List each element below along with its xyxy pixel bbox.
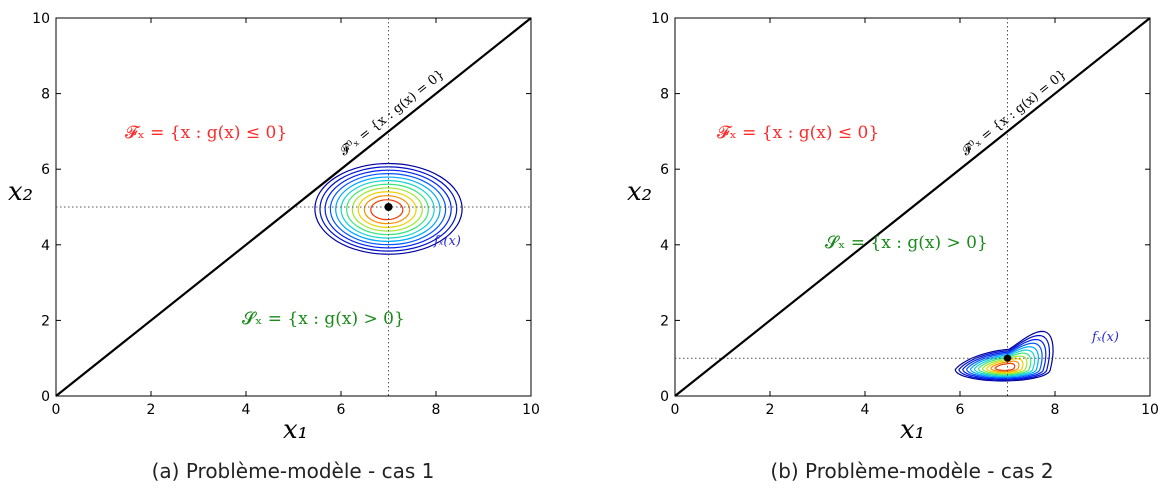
y-tick-label: 10 (32, 11, 50, 27)
contour-line (351, 187, 423, 232)
y-axis-label: x₂ (8, 177, 33, 207)
x-tick-label: 8 (432, 402, 441, 418)
caption: (b) Problème-modèle - cas 2 (770, 459, 1053, 483)
contour-line (977, 352, 1032, 376)
contour-line (370, 199, 404, 221)
limit-state-line (55, 17, 532, 397)
x-tick-label: 0 (52, 402, 61, 418)
contour-line (363, 195, 411, 225)
x-tick-label: 0 (671, 402, 680, 418)
failure-region-label: 𝓕ₓ = {x : g(x) ≤ 0} (717, 123, 879, 143)
contour-line (973, 349, 1036, 377)
x-tick-label: 6 (956, 402, 965, 418)
contour-line (329, 173, 447, 246)
ticks: 0 2 4 6 8 10 0 2 4 6 8 10 (651, 11, 1159, 418)
density-contours (314, 162, 463, 255)
limit-state-label: 𝓕⁰ₓ = {x : g(x) = 0} (337, 67, 447, 159)
safe-region-label: 𝓢ₓ = {x : g(x) > 0} (825, 233, 988, 253)
failure-region-label: 𝓕ₓ = {x : g(x) ≤ 0} (125, 123, 287, 143)
y-tick-label: 2 (660, 313, 669, 329)
density-contours (954, 330, 1054, 382)
panel-a: 0 2 4 6 8 10 0 2 4 6 8 10 𝓕ₓ = {x : g(x) ≤ 0} 𝓢ₓ = … (8, 11, 540, 483)
contour-line (994, 362, 1016, 371)
y-tick-label: 8 (660, 87, 669, 103)
contour-line (999, 364, 1011, 370)
y-tick-label: 6 (660, 162, 669, 178)
x-tick-label: 10 (522, 402, 540, 418)
contour-line (954, 330, 1054, 382)
y-tick-label: 2 (41, 313, 50, 329)
x-tick-label: 2 (766, 402, 775, 418)
caption: (a) Problème-modèle - cas 1 (152, 459, 435, 483)
x-axis-label: x₁ (283, 415, 308, 445)
limit-state-line (674, 17, 1151, 397)
contour-line (965, 342, 1043, 379)
y-tick-label: 10 (651, 11, 669, 27)
x-tick-label: 10 (1141, 402, 1159, 418)
y-tick-label: 0 (41, 389, 50, 405)
mean-point (1003, 354, 1012, 362)
plot-frame (674, 17, 1151, 397)
x-tick-label: 4 (242, 402, 251, 418)
contour-line (962, 338, 1047, 380)
mean-guides (675, 18, 1150, 396)
safe-region-label: 𝓢ₓ = {x : g(x) > 0} (242, 309, 405, 329)
x-tick-label: 6 (337, 402, 346, 418)
contour-line (969, 346, 1040, 378)
y-tick-label: 0 (660, 389, 669, 405)
y-tick-label: 8 (41, 87, 50, 103)
x-tick-label: 4 (861, 402, 870, 418)
ticks: 0 2 4 6 8 10 0 2 4 6 8 10 (32, 11, 540, 418)
contour-line (346, 183, 429, 236)
y-tick-label: 6 (41, 162, 50, 178)
y-axis-label: x₂ (627, 177, 652, 207)
contour-line (357, 191, 417, 228)
limit-state-label: 𝓕⁰ₓ = {x : g(x) = 0} (959, 67, 1069, 159)
x-axis-label: x₁ (900, 415, 925, 445)
panel-b: 0 2 4 6 8 10 0 2 4 6 8 10 𝓕ₓ = {x : g(x) ≤ 0} 𝓢ₓ = … (627, 11, 1159, 483)
y-tick-label: 4 (660, 238, 669, 254)
contour-line (981, 355, 1028, 375)
contour-line (958, 334, 1051, 381)
contour-line (985, 358, 1024, 374)
contour-line (335, 176, 441, 242)
contour-line (340, 180, 435, 239)
contour-line (990, 360, 1020, 373)
density-label: fₓ(x) (433, 234, 461, 249)
density-label: fₓ(x) (1091, 330, 1119, 345)
x-tick-label: 2 (147, 402, 156, 418)
x-tick-label: 8 (1051, 402, 1060, 418)
mean-point (384, 203, 393, 211)
y-tick-label: 4 (41, 238, 50, 254)
